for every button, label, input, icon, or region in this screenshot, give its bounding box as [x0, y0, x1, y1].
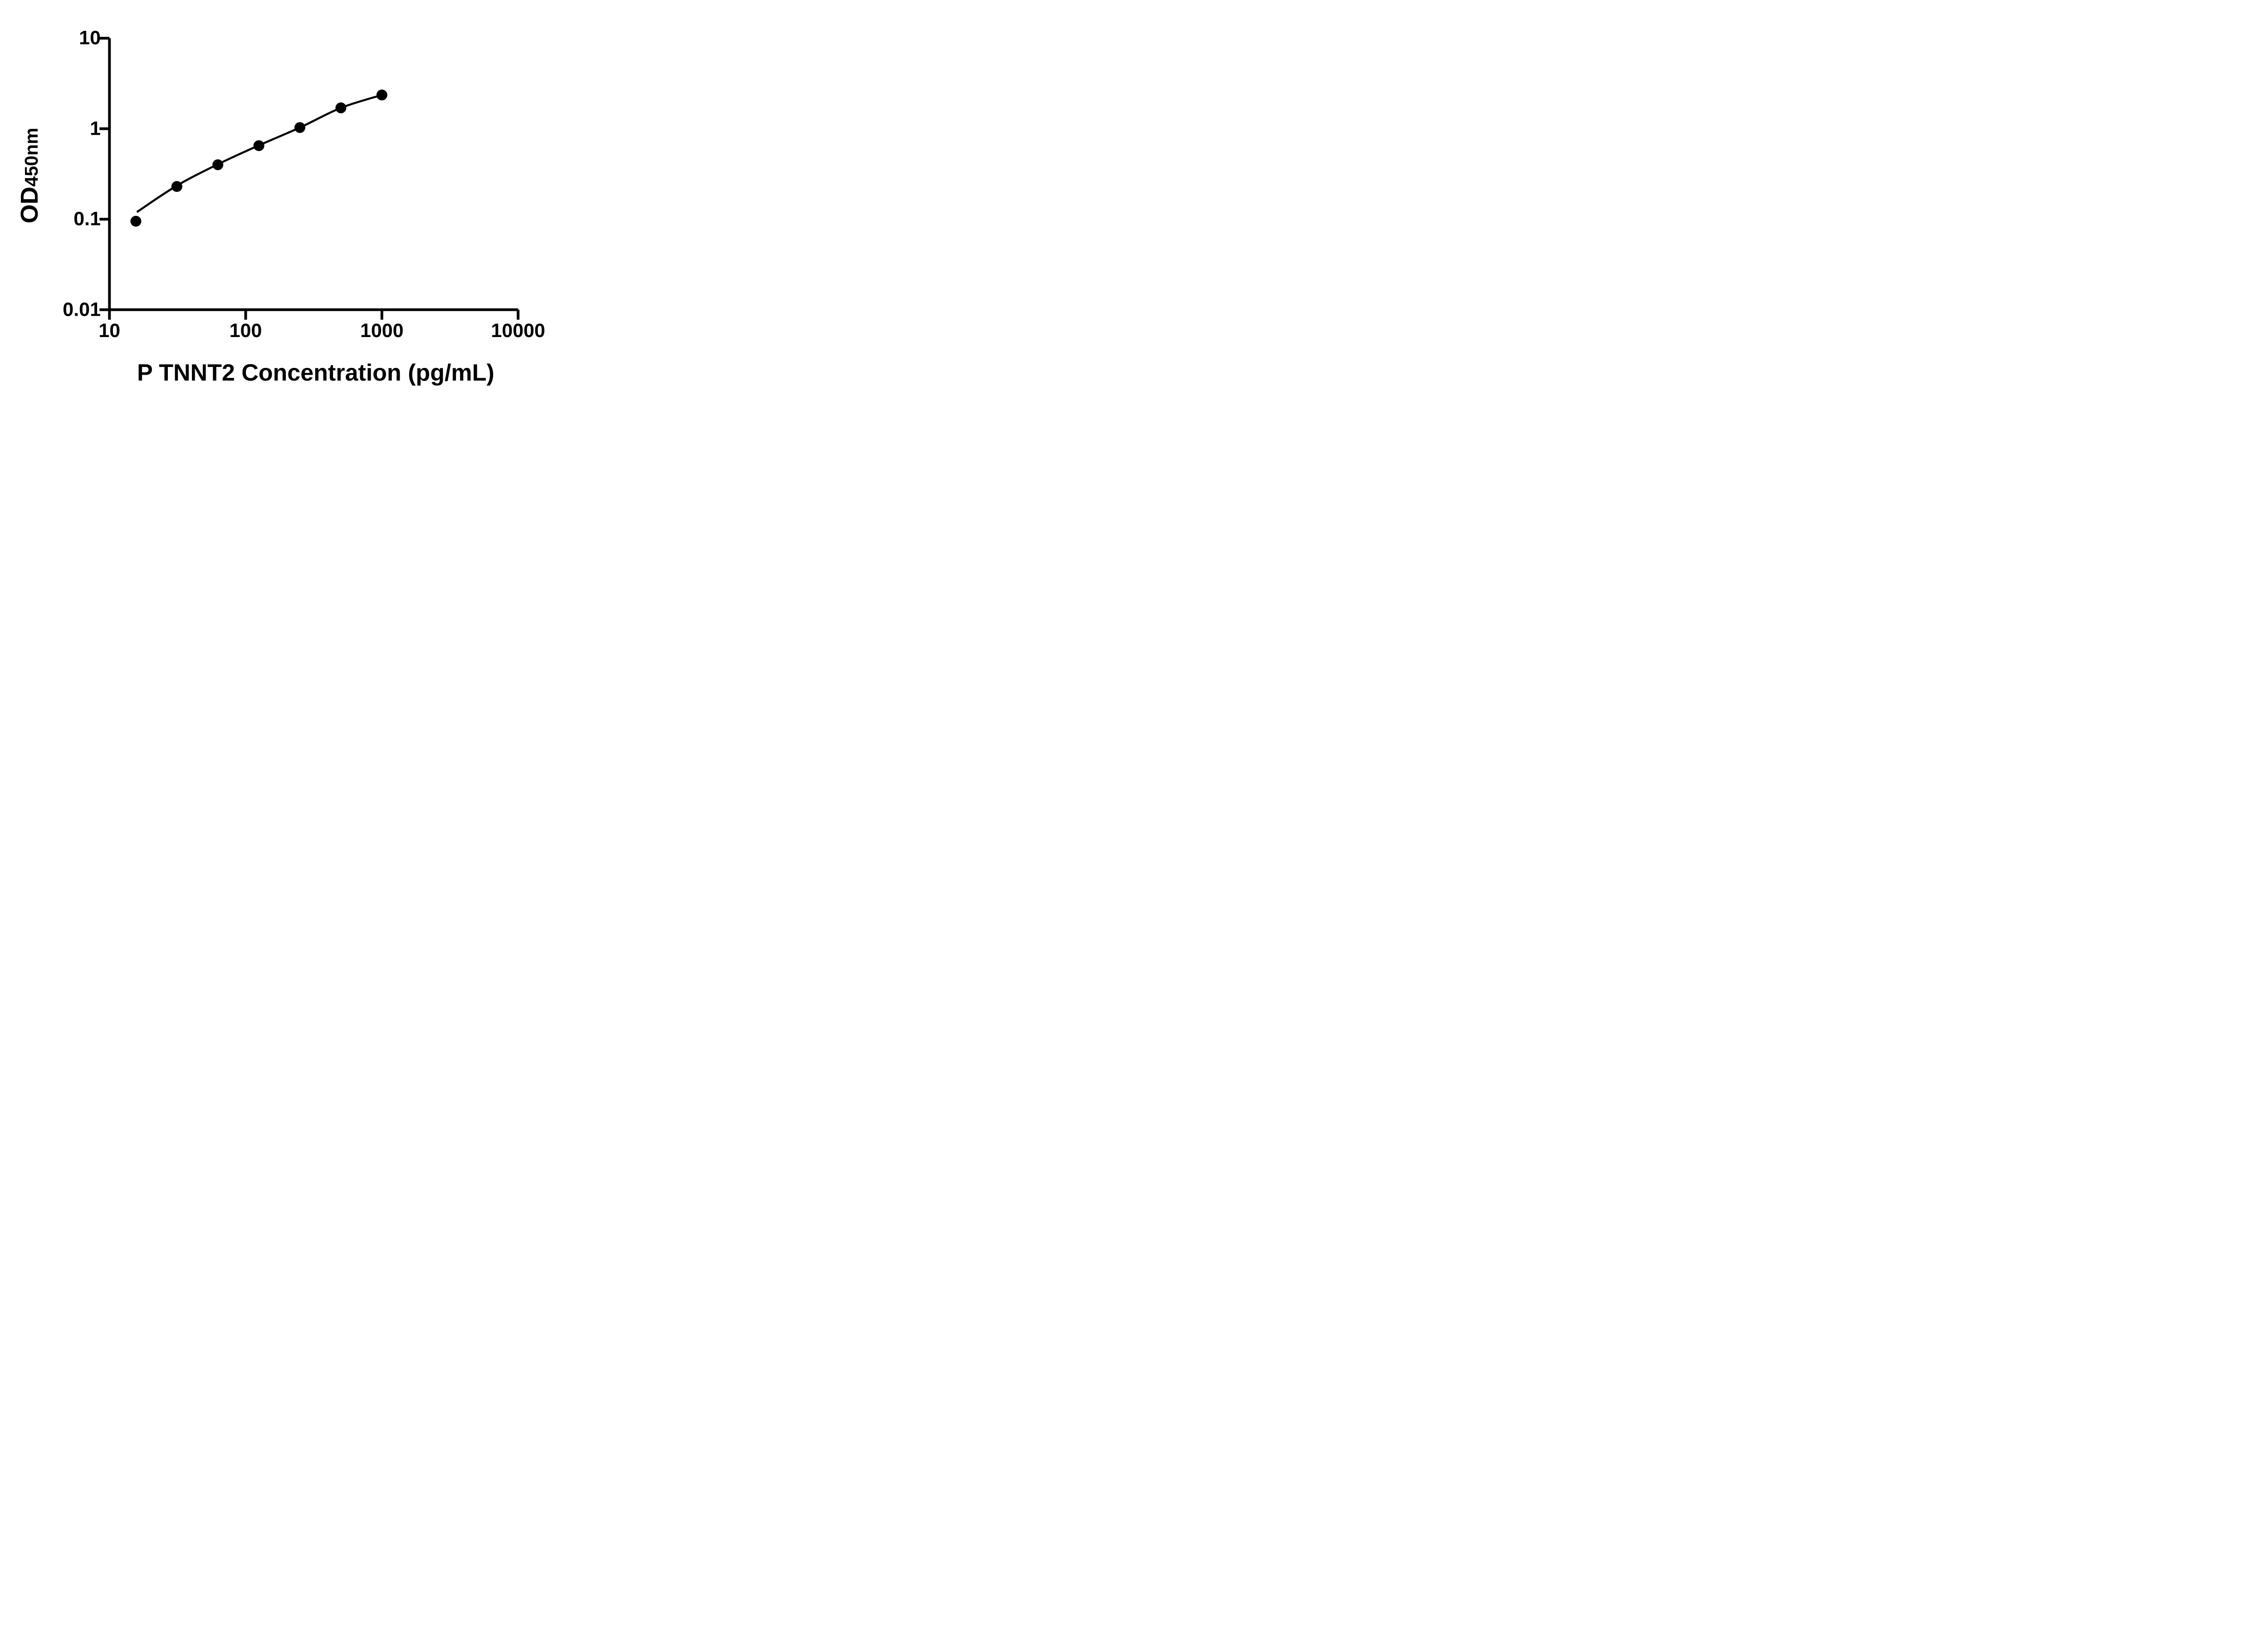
data-point-15.625	[130, 215, 142, 227]
y-axis-title-main: OD	[16, 186, 43, 224]
y-axis-title: OD450nm	[15, 128, 44, 224]
y-tick-label-1: 1	[90, 117, 101, 140]
data-point-62.5	[212, 159, 224, 171]
data-point-125	[253, 140, 264, 152]
data-point-1000	[376, 89, 387, 101]
y-tick-label-0.01: 0.01	[63, 298, 101, 321]
x-tick-label-1000: 1000	[360, 320, 404, 342]
x-tick-label-100: 100	[229, 320, 262, 342]
y-tick-label-10: 10	[79, 27, 101, 49]
axis-lines	[108, 38, 518, 311]
y-tick-label-0.1: 0.1	[73, 208, 101, 230]
x-axis-title: P TNNT2 Concentration (pg/mL)	[137, 360, 494, 386]
x-tick-label-10000: 10000	[491, 320, 545, 342]
plot-canvas	[99, 37, 520, 320]
y-axis-title-sub: 450nm	[21, 127, 42, 187]
x-tick-label-10: 10	[98, 320, 121, 342]
data-point-31.25	[171, 181, 182, 192]
data-point-250	[294, 122, 306, 133]
elisa-standard-curve-figure: 10 100 1000 10000 10 1 0.1 0.01 P TNNT2 Concent…	[0, 0, 581, 408]
data-point-500	[335, 102, 347, 113]
fit-curve	[136, 94, 382, 213]
